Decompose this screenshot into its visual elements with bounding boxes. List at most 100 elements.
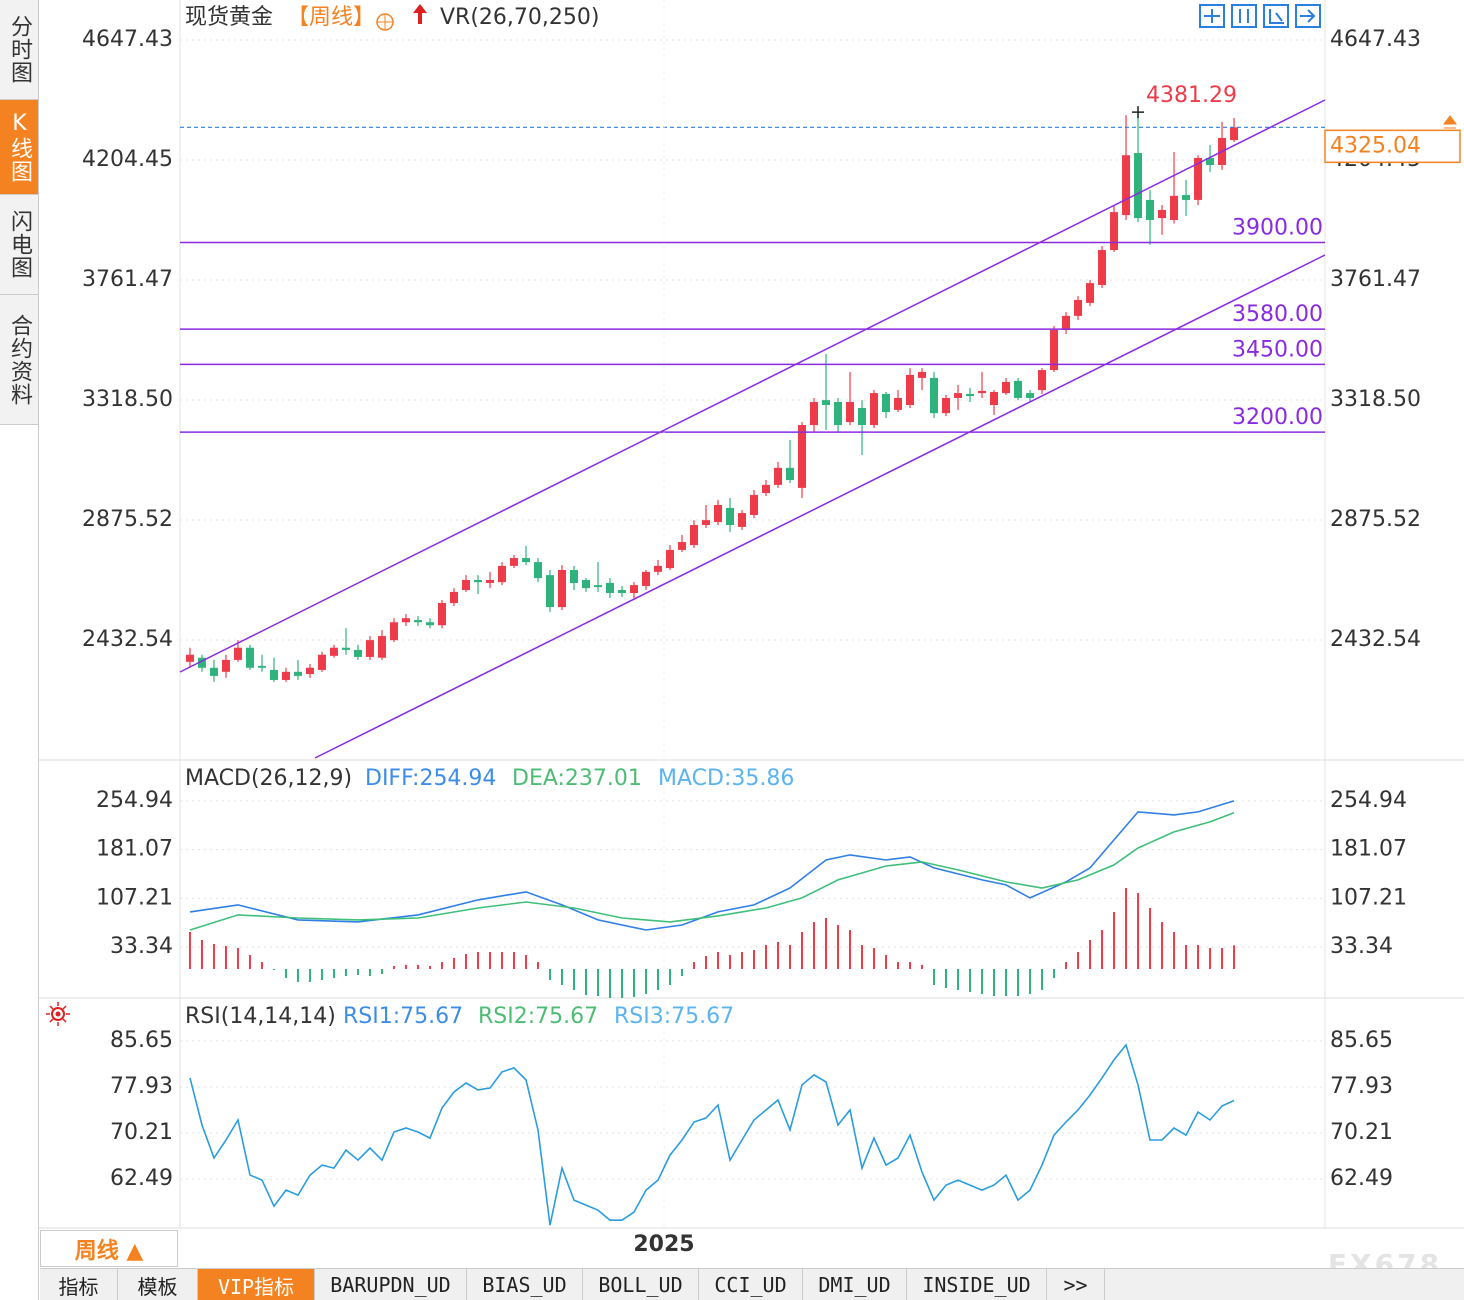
tab[interactable]: VIP指标	[198, 1269, 315, 1300]
candle-body	[233, 647, 242, 660]
tab[interactable]: BOLL_UD	[583, 1269, 699, 1300]
legend-entry: DEA:237.01	[512, 766, 642, 791]
candle-body	[1098, 250, 1107, 285]
y-tick-label-right: 4647.43	[1330, 27, 1421, 52]
candle-body	[281, 671, 290, 680]
candle-body	[533, 562, 542, 579]
y-tick-label: 33.34	[110, 934, 173, 959]
candle-body	[461, 579, 470, 591]
last-price-label: 4325.04	[1330, 133, 1421, 158]
candle-body	[569, 569, 578, 583]
candle-body	[1014, 380, 1023, 398]
arrow-icon[interactable]	[413, 4, 427, 24]
candle-body	[786, 467, 795, 481]
tab[interactable]: 指标	[40, 1269, 118, 1300]
y-tick-label: 77.93	[110, 1074, 173, 1099]
candle-body	[930, 377, 939, 414]
channel-line	[179, 99, 1326, 673]
y-tick-label-right: 2875.52	[1330, 507, 1421, 532]
candle-body	[401, 618, 410, 623]
candle-body	[521, 558, 530, 563]
legend-entry: MACD:35.86	[658, 766, 794, 791]
candle-body	[1206, 157, 1215, 165]
candle-body	[1062, 315, 1071, 330]
candle-body	[497, 565, 506, 583]
tab[interactable]: CCI_UD	[699, 1269, 803, 1300]
candle-body	[653, 565, 662, 572]
tab[interactable]: DMI_UD	[803, 1269, 907, 1300]
legend-entry: RSI3:75.67	[614, 1004, 734, 1029]
indicator-label[interactable]: VR(26,70,250)	[440, 5, 599, 30]
candle-body	[810, 402, 819, 426]
y-tick-label-right: 254.94	[1330, 788, 1407, 813]
candle-body	[1086, 283, 1095, 303]
candle-body	[293, 671, 302, 676]
tab-bar: 指标 模板 VIP指标 BARUPDN_UD BIAS_UD BOLL_UD C…	[40, 1268, 1464, 1300]
rsi-icon[interactable]	[46, 1002, 70, 1026]
y-tick-label: 3761.47	[82, 267, 173, 292]
tab[interactable]: >>	[1047, 1269, 1105, 1300]
candle-body	[485, 579, 494, 583]
candle-body	[882, 393, 891, 413]
candle-body	[377, 636, 386, 658]
candle-body	[365, 640, 374, 657]
candle-body	[1170, 195, 1179, 220]
candle-body	[665, 549, 674, 569]
candle-body	[894, 397, 903, 410]
candle-body	[413, 620, 422, 623]
y-tick-label-right: 85.65	[1330, 1028, 1393, 1053]
tab[interactable]: BARUPDN_UD	[315, 1269, 467, 1300]
series-line	[189, 800, 1235, 931]
y-tick-label: 2432.54	[82, 627, 173, 652]
sidebar-tab[interactable]: K线图	[0, 100, 38, 195]
tab[interactable]: INSIDE_UD	[907, 1269, 1047, 1300]
candle-body	[725, 507, 734, 526]
candle-body	[305, 667, 314, 674]
candle-body	[834, 402, 843, 426]
x-tick-label: 2025	[633, 1232, 694, 1257]
y-tick-label: 85.65	[110, 1028, 173, 1053]
tab[interactable]: 模板	[118, 1269, 198, 1300]
series-line	[189, 1043, 1235, 1226]
candle-body	[822, 400, 831, 405]
panel-title: MACD(26,12,9)	[185, 766, 352, 791]
candle-body	[1122, 155, 1131, 216]
sidebar-tab[interactable]: 分时图	[0, 0, 38, 100]
candle-body	[737, 513, 746, 527]
y-tick-label: 4647.43	[82, 27, 173, 52]
candle-body	[1182, 195, 1191, 200]
panel-title: RSI(14,14,14)	[185, 1004, 336, 1029]
price-alert-icon[interactable]	[1443, 115, 1457, 129]
toolbar-icons[interactable]	[1199, 4, 1321, 28]
sidebar-tab[interactable]: 闪电图	[0, 195, 38, 295]
y-tick-label: 107.21	[96, 885, 173, 910]
chart-title: 现货黄金	[185, 5, 273, 30]
candle-body	[329, 647, 338, 656]
candle-body	[641, 571, 650, 586]
max-marker	[1132, 106, 1145, 119]
y-tick-label-right: 70.21	[1330, 1120, 1393, 1145]
y-tick-label: 62.49	[110, 1166, 173, 1191]
candle-body	[341, 647, 350, 650]
settings-icon[interactable]	[376, 13, 394, 31]
tab[interactable]: BIAS_UD	[467, 1269, 583, 1300]
period-button[interactable]: 周线 ▲	[40, 1230, 178, 1267]
candle-body	[557, 569, 566, 608]
candle-body	[870, 393, 879, 426]
candle-body	[1074, 299, 1083, 316]
candle-body	[966, 393, 975, 397]
candle-body	[978, 390, 987, 394]
candle-body	[1230, 127, 1239, 141]
candle-body	[317, 654, 326, 670]
y-tick-label-right: 62.49	[1330, 1166, 1393, 1191]
sidebar-tab[interactable]: 合约资料	[0, 295, 38, 425]
candle-body	[617, 590, 626, 593]
candle-body	[750, 494, 759, 515]
candle-body	[1146, 199, 1155, 220]
candle-body	[774, 467, 783, 485]
candle-body	[1194, 157, 1203, 200]
candle-body	[593, 585, 602, 588]
price-level-label: 3450.00	[1232, 337, 1323, 362]
